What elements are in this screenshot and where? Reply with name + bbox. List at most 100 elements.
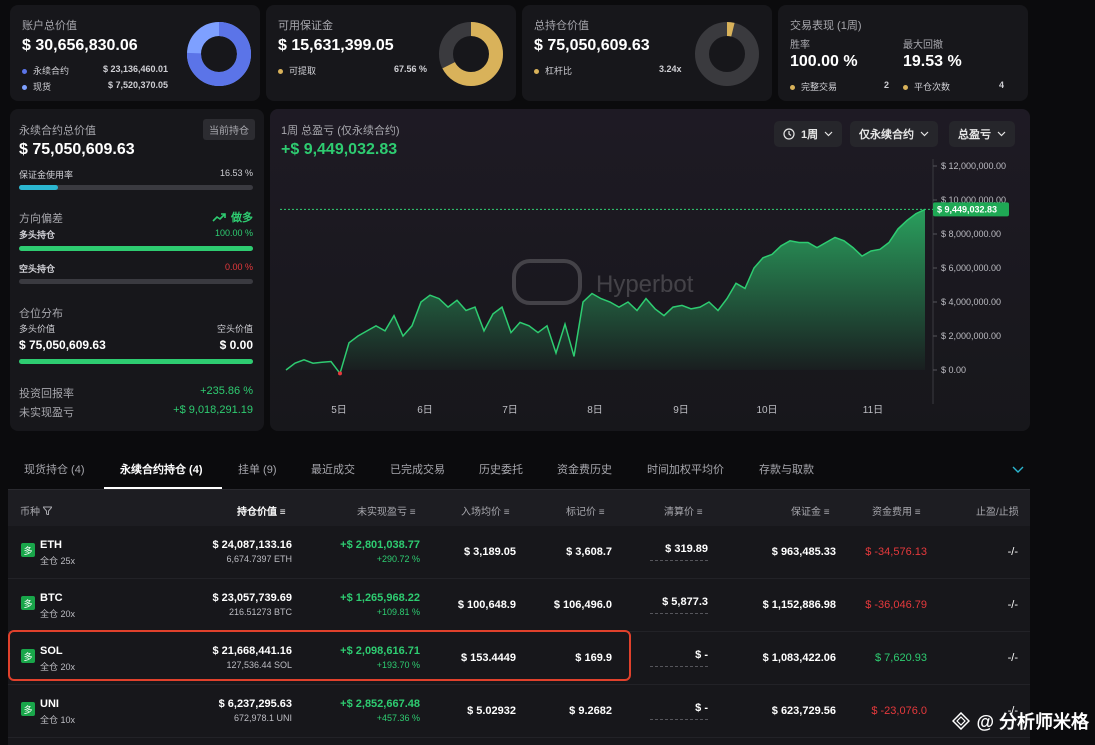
th-liq[interactable]: 清算价 ≡: [664, 507, 703, 518]
pnl-chart-value: +$ 9,449,032.83: [281, 141, 398, 158]
perp-panel: 永续合约总价值 当前持仓 $ 75,050,609.63 保证金使用率 16.5…: [10, 109, 264, 431]
perp-title: 永续合约总价值: [19, 125, 96, 137]
tab-funding-history[interactable]: 资金费历史: [557, 464, 612, 476]
tab-deposits[interactable]: 存款与取款: [759, 464, 814, 476]
th-pnl[interactable]: 未实现盈亏 ≡: [357, 507, 416, 518]
tpsl[interactable]: -/-: [1007, 599, 1018, 611]
sort-icon: ≡: [503, 507, 510, 518]
sort-icon: ≡: [279, 507, 286, 518]
pnl-chart-panel: 1周 总盈亏 (仅永续合约) +$ 9,449,032.83 1周 仅永续合约 …: [270, 109, 1030, 431]
liq-underline: [650, 613, 708, 614]
pnl-area: [286, 209, 925, 374]
coin-symbol[interactable]: UNI: [40, 698, 59, 710]
th-value[interactable]: 持仓价值 ≡: [237, 507, 286, 518]
position-size: 127,536.44 SOL: [226, 660, 292, 670]
unrealized-pnl-pct: +290.72 %: [376, 554, 420, 564]
margin: $ 1,083,422.06: [762, 652, 836, 664]
th-entry[interactable]: 入场均价 ≡: [461, 507, 510, 518]
drawdown-label: 最大回撤: [903, 40, 943, 51]
short-value: 0.00 %: [224, 262, 253, 272]
table-row[interactable]: [8, 685, 1030, 738]
margin-label: 可用保证金: [278, 20, 333, 32]
current-position-tag[interactable]: 当前持仓: [203, 119, 255, 140]
withdraw-value: 67.56 %: [394, 64, 428, 74]
th-margin[interactable]: 保证金 ≡: [791, 507, 830, 518]
coin-symbol[interactable]: SOL: [40, 645, 63, 657]
sort-icon: ≡: [823, 507, 830, 518]
account-value-label: 账户总价值: [22, 20, 77, 32]
long-value-label: 多头价值: [19, 324, 56, 334]
x-tick-label: 9日: [673, 405, 689, 416]
y-tick-label: $ 10,000,000.00: [941, 195, 1006, 205]
performance-label: 交易表现 (1周): [790, 20, 862, 32]
long-value: 100.00 %: [214, 228, 253, 238]
margin: $ 623,729.56: [771, 705, 836, 717]
margin: $ 1,152,886.98: [762, 599, 836, 611]
tab-order-history[interactable]: 历史委托: [479, 464, 523, 476]
mark-price: $ 106,496.0: [553, 599, 612, 611]
tab-completed[interactable]: 已完成交易: [390, 464, 445, 476]
perp-value: $ 75,050,609.63: [19, 141, 135, 158]
liq-underline: [650, 666, 708, 667]
tab-twap[interactable]: 时间加权平均价: [647, 464, 724, 476]
spot-legend: 现货: [22, 80, 51, 93]
liquidation-price: $ 5,877.3: [662, 596, 708, 608]
tabs-divider: [8, 489, 1030, 490]
tab-orders[interactable]: 挂单 (9): [238, 464, 277, 476]
tab-active-indicator: [104, 487, 222, 489]
tab-recent-fills[interactable]: 最近成交: [311, 464, 355, 476]
position-value: $ 24,087,133.16: [212, 539, 292, 551]
unrealized-pnl-pct: +109.81 %: [376, 607, 420, 617]
long-badge: 多: [21, 702, 35, 716]
position-donut: [695, 22, 759, 86]
tab-spot[interactable]: 现货持仓 (4): [24, 464, 85, 476]
completed-value: 2: [884, 80, 890, 90]
metric-select[interactable]: 总盈亏: [949, 121, 1015, 147]
mark-price: $ 3,608.7: [566, 546, 612, 558]
short-value-label: 空头价值: [216, 324, 253, 334]
last-value-label: $ 9,449,032.83: [937, 204, 997, 214]
tpsl[interactable]: -/-: [1007, 705, 1018, 717]
watermark: Hyperbot: [512, 259, 694, 305]
entry-price: $ 100,648.9: [457, 599, 516, 611]
th-coin[interactable]: 币种: [20, 503, 53, 518]
highlight-box: [8, 630, 631, 681]
unrealized-pnl: +$ 2,098,616.71: [340, 645, 420, 657]
period-select[interactable]: 1周: [774, 121, 843, 147]
unrealized-pnl: +$ 2,852,667.48: [340, 698, 420, 710]
scope-select[interactable]: 仅永续合约: [850, 121, 938, 147]
collapse-chevron-icon[interactable]: [1012, 466, 1024, 474]
y-tick-label: $ 6,000,000.00: [941, 263, 1001, 273]
unrealized-pnl: +$ 1,265,968.22: [340, 592, 420, 604]
position-size: 216.51273 BTC: [228, 607, 292, 617]
coin-symbol[interactable]: ETH: [40, 539, 62, 551]
liquidation-price: $ -: [695, 702, 708, 714]
last-value-tag: [933, 202, 1009, 217]
tpsl[interactable]: -/-: [1007, 652, 1018, 664]
sort-icon: ≡: [914, 507, 921, 518]
th-funding[interactable]: 资金费用 ≡: [872, 507, 921, 518]
footer-watermark: @ 分析师米格: [952, 708, 1089, 734]
table-row[interactable]: [8, 526, 1030, 579]
funding: $ -36,046.79: [865, 599, 927, 611]
margin-card: 可用保证金 $ 15,631,399.05 可提取 67.56 %: [266, 5, 516, 101]
funding: $ -34,576.13: [865, 546, 927, 558]
chevron-down-icon: [997, 131, 1006, 137]
account-value-card: 账户总价值 $ 30,656,830.06 永续合约 $ 23,136,460.…: [10, 5, 260, 101]
tpsl[interactable]: -/-: [1007, 546, 1018, 558]
position-value: $ 75,050,609.63: [534, 37, 650, 54]
performance-card: 交易表现 (1周) 胜率 100.00 % 最大回撤 19.53 % 完整交易 …: [778, 5, 1028, 101]
trend-up-icon: [212, 213, 226, 222]
sort-icon: ≡: [696, 507, 703, 518]
perp-legend: 永续合约: [22, 64, 69, 77]
tab-perp[interactable]: 永续合约持仓 (4): [120, 464, 203, 476]
table-header: [8, 490, 1030, 526]
th-mark[interactable]: 标记价 ≡: [566, 507, 605, 518]
funding: $ -23,076.0: [871, 705, 927, 717]
filter-icon: [41, 506, 53, 516]
unrealized-pnl-pct: +193.70 %: [376, 660, 420, 670]
drawdown-value: 19.53 %: [903, 53, 962, 70]
sort-icon: ≡: [598, 507, 605, 518]
table-row[interactable]: [8, 632, 1030, 685]
coin-symbol[interactable]: BTC: [40, 592, 63, 604]
